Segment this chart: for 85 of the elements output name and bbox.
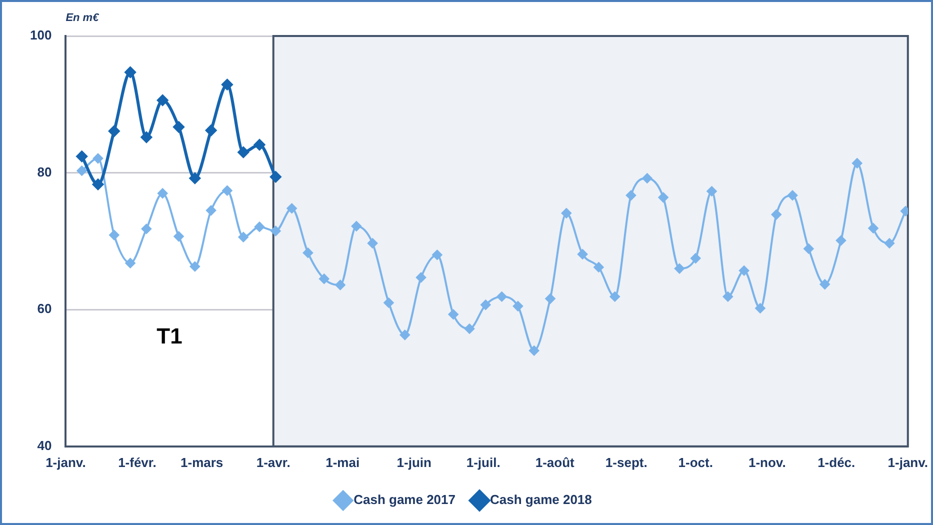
point: [238, 232, 248, 242]
legend-label: Cash game 2018: [490, 492, 592, 508]
x-tick-label: 1-juin: [396, 454, 432, 470]
point: [706, 186, 717, 196]
point: [448, 309, 458, 320]
y-axis-title: En m€: [66, 12, 100, 24]
point: [529, 346, 540, 356]
point: [189, 172, 200, 184]
x-tick-label: 1-févr.: [118, 454, 156, 470]
point: [108, 126, 120, 137]
point: [286, 203, 297, 214]
point: [432, 250, 442, 260]
point: [368, 238, 378, 248]
point: [158, 188, 168, 198]
point: [836, 236, 846, 246]
point: [270, 171, 282, 182]
point: [512, 301, 523, 312]
x-tick-label: 1-juil.: [466, 454, 500, 470]
x-tick-label: 1-mai: [326, 454, 360, 470]
point: [190, 262, 200, 272]
x-tick-label: 1-nov.: [748, 454, 786, 470]
point: [496, 292, 507, 302]
point: [92, 153, 103, 164]
point: [335, 280, 346, 290]
point: [690, 253, 701, 264]
point: [739, 266, 750, 276]
point: [400, 330, 410, 340]
x-tick-label: 1-oct.: [678, 454, 713, 470]
point: [480, 300, 491, 310]
point: [788, 190, 798, 200]
point: [561, 208, 572, 218]
point: [157, 94, 168, 106]
point: [464, 324, 474, 334]
point: [658, 192, 668, 202]
point: [610, 292, 620, 302]
y-tick-label: 40: [37, 438, 52, 453]
point: [674, 264, 684, 274]
point: [174, 231, 184, 242]
point: [545, 294, 556, 304]
x-tick-label: 1-sept.: [605, 454, 648, 470]
point: [76, 166, 87, 176]
point: [222, 186, 232, 196]
point: [141, 224, 152, 234]
point: [254, 139, 266, 150]
point: [238, 146, 249, 158]
point: [270, 226, 281, 236]
point: [820, 279, 830, 290]
point: [109, 230, 120, 240]
point: [222, 79, 233, 90]
point: [125, 258, 136, 268]
point: [302, 248, 313, 258]
point: [868, 223, 878, 234]
point: [416, 272, 426, 282]
x-tick-label: 1-avr.: [256, 454, 290, 470]
point: [206, 124, 217, 136]
point: [626, 190, 636, 200]
y-tick-label: 60: [37, 301, 52, 316]
point: [351, 221, 362, 232]
x-tick-label: 1-août: [535, 454, 576, 470]
point: [804, 244, 814, 254]
point: [384, 298, 394, 308]
point: [884, 238, 894, 248]
point: [594, 262, 604, 272]
point: [206, 205, 216, 216]
y-tick-label: 100: [30, 28, 52, 43]
x-tick-label: 1-mars: [180, 454, 224, 470]
x-tick-label: 1-janv.: [46, 454, 86, 470]
point: [76, 150, 88, 162]
point: [319, 274, 330, 284]
x-tick-label: 1-déc.: [818, 454, 856, 470]
point: [254, 222, 265, 232]
annotation: T1: [156, 324, 182, 349]
point: [92, 178, 104, 190]
point: [124, 66, 136, 78]
x-tick-label: 1-janv.: [888, 454, 928, 470]
point: [755, 303, 766, 314]
point: [642, 173, 652, 184]
point: [173, 121, 184, 132]
point: [140, 132, 152, 143]
point: [771, 210, 782, 220]
point: [578, 249, 588, 260]
legend-label: Cash game 2017: [354, 492, 456, 508]
point: [852, 158, 862, 168]
y-tick-label: 80: [37, 164, 52, 180]
point: [722, 292, 733, 302]
